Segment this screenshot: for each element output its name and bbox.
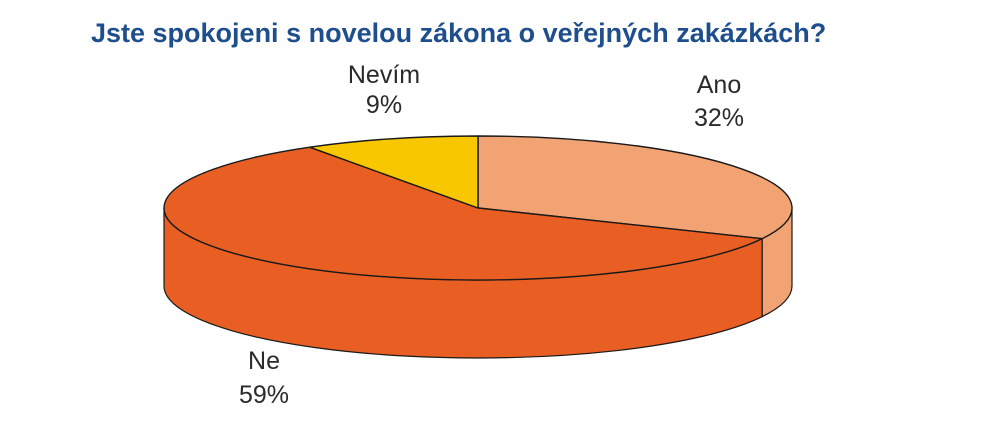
slice-label-nevim: Nevím — [348, 61, 420, 89]
slice-value-ano: 32% — [694, 104, 744, 132]
slice-value-nevim: 9% — [366, 91, 402, 119]
chart-title: Jste spokojeni s novelou zákona o veřejn… — [91, 18, 827, 48]
slice-value-ne: 59% — [239, 381, 289, 409]
pie-labels: Ano 32% Ne 59% Nevím 9% — [239, 61, 744, 409]
slice-label-ano: Ano — [697, 71, 741, 99]
pie-top-slices — [163, 135, 793, 281]
slice-nevim — [309, 135, 479, 209]
slice-label-ne: Ne — [248, 347, 280, 375]
slice-ne — [163, 146, 763, 281]
slice-ano — [477, 135, 793, 240]
